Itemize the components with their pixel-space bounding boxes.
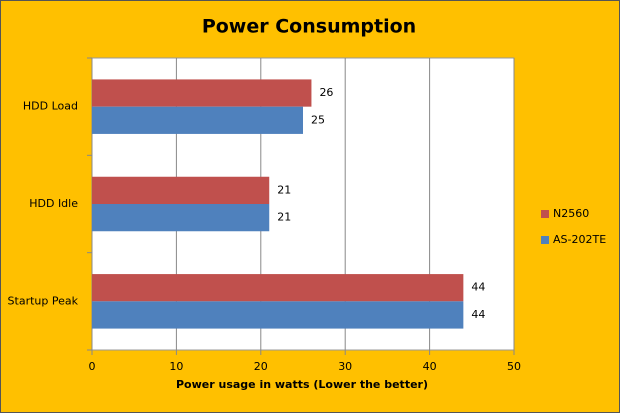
data-label: 26 bbox=[319, 86, 333, 99]
data-label: 44 bbox=[471, 281, 485, 294]
y-tick-label: HDD Idle bbox=[29, 197, 78, 210]
bar bbox=[92, 106, 303, 134]
x-tick-label: 50 bbox=[507, 360, 521, 373]
data-label: 25 bbox=[311, 113, 325, 126]
bar bbox=[92, 79, 312, 107]
y-tick-label: Startup Peak bbox=[8, 294, 79, 307]
y-tick-label: HDD Load bbox=[23, 100, 78, 113]
data-label: 44 bbox=[471, 308, 485, 321]
bar bbox=[92, 274, 464, 302]
x-tick-label: 30 bbox=[338, 360, 352, 373]
legend-swatch bbox=[541, 236, 549, 244]
data-label: 21 bbox=[277, 211, 291, 224]
x-tick-label: 40 bbox=[423, 360, 437, 373]
bar bbox=[92, 301, 464, 329]
x-axis-title: Power usage in watts (Lower the better) bbox=[176, 378, 428, 391]
bar bbox=[92, 176, 270, 204]
bar bbox=[92, 204, 270, 232]
x-tick-label: 0 bbox=[89, 360, 96, 373]
data-label: 21 bbox=[277, 183, 291, 196]
legend-label: N2560 bbox=[553, 207, 589, 220]
x-tick-label: 20 bbox=[254, 360, 268, 373]
x-tick-label: 10 bbox=[169, 360, 183, 373]
legend-label: AS-202TE bbox=[553, 233, 606, 246]
legend-swatch bbox=[541, 210, 549, 218]
chart-title: Power Consumption bbox=[202, 16, 416, 38]
